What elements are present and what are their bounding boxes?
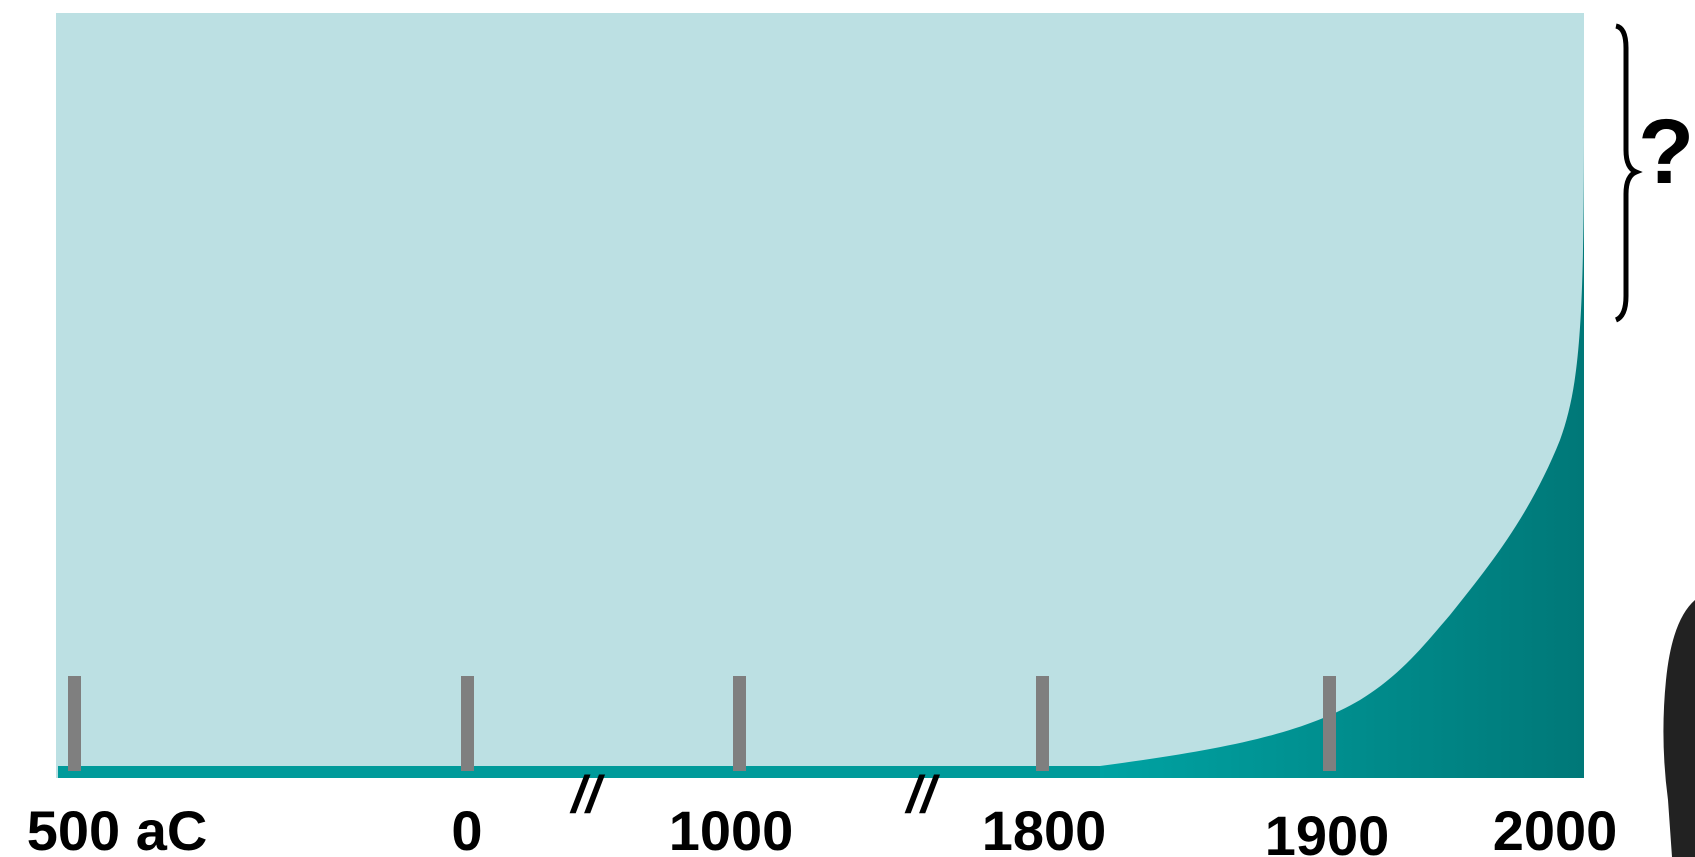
axis-label: 1900 — [1265, 804, 1390, 857]
tick-mark — [733, 676, 746, 771]
axis-label: 1000 — [669, 799, 794, 857]
tick-mark — [68, 676, 81, 771]
axis-label: 1800 — [982, 799, 1107, 857]
axis-label: 2000 — [1493, 799, 1618, 857]
tick-mark — [1323, 676, 1336, 771]
figure-silhouette — [1663, 600, 1695, 857]
brace — [1616, 26, 1636, 320]
tick-mark — [461, 676, 474, 771]
tick-mark — [1036, 676, 1049, 771]
timeline-diagram: 500 aC 0 1000 1800 1900 2000 // // ? — [0, 0, 1695, 857]
annotation: ? — [1638, 101, 1694, 203]
background-panel — [56, 13, 1584, 778]
axis-label: 500 aC — [27, 799, 208, 857]
axis-label: 0 — [451, 799, 482, 857]
